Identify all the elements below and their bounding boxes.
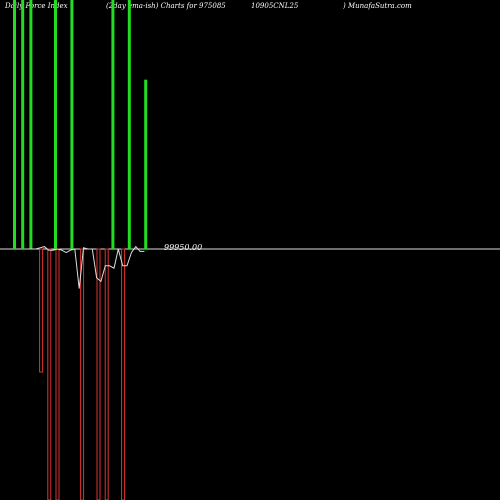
force-index-line [27,245,145,289]
negative-bar-5 [104,248,109,500]
positive-bar-2 [29,0,33,249]
chart-header-subtitle: (2day ema-ish) Charts for 975085 [106,2,226,10]
zero-value-label: 99950.00 [164,243,202,252]
chart-header-title: Daily Force Index [5,2,68,10]
positive-bar-0 [13,0,16,249]
chart-header-source: ) MunafaSutra.com [343,2,412,10]
negative-bar-4 [96,248,101,500]
negative-bars [39,248,126,500]
positive-bar-4 [70,0,74,249]
positive-bar-5 [111,0,115,249]
positive-bars [13,0,148,250]
chart-header-symbol: 10905CNL25 [251,2,299,10]
negative-bar-0 [39,248,44,373]
negative-bar-2 [55,248,60,500]
positive-bar-3 [54,0,57,249]
positive-bar-6 [127,0,131,249]
negative-bar-3 [80,248,85,500]
negative-bar-6 [121,248,126,500]
positive-bar-7 [144,79,148,250]
negative-bar-1 [47,248,52,500]
positive-bar-1 [21,0,25,249]
